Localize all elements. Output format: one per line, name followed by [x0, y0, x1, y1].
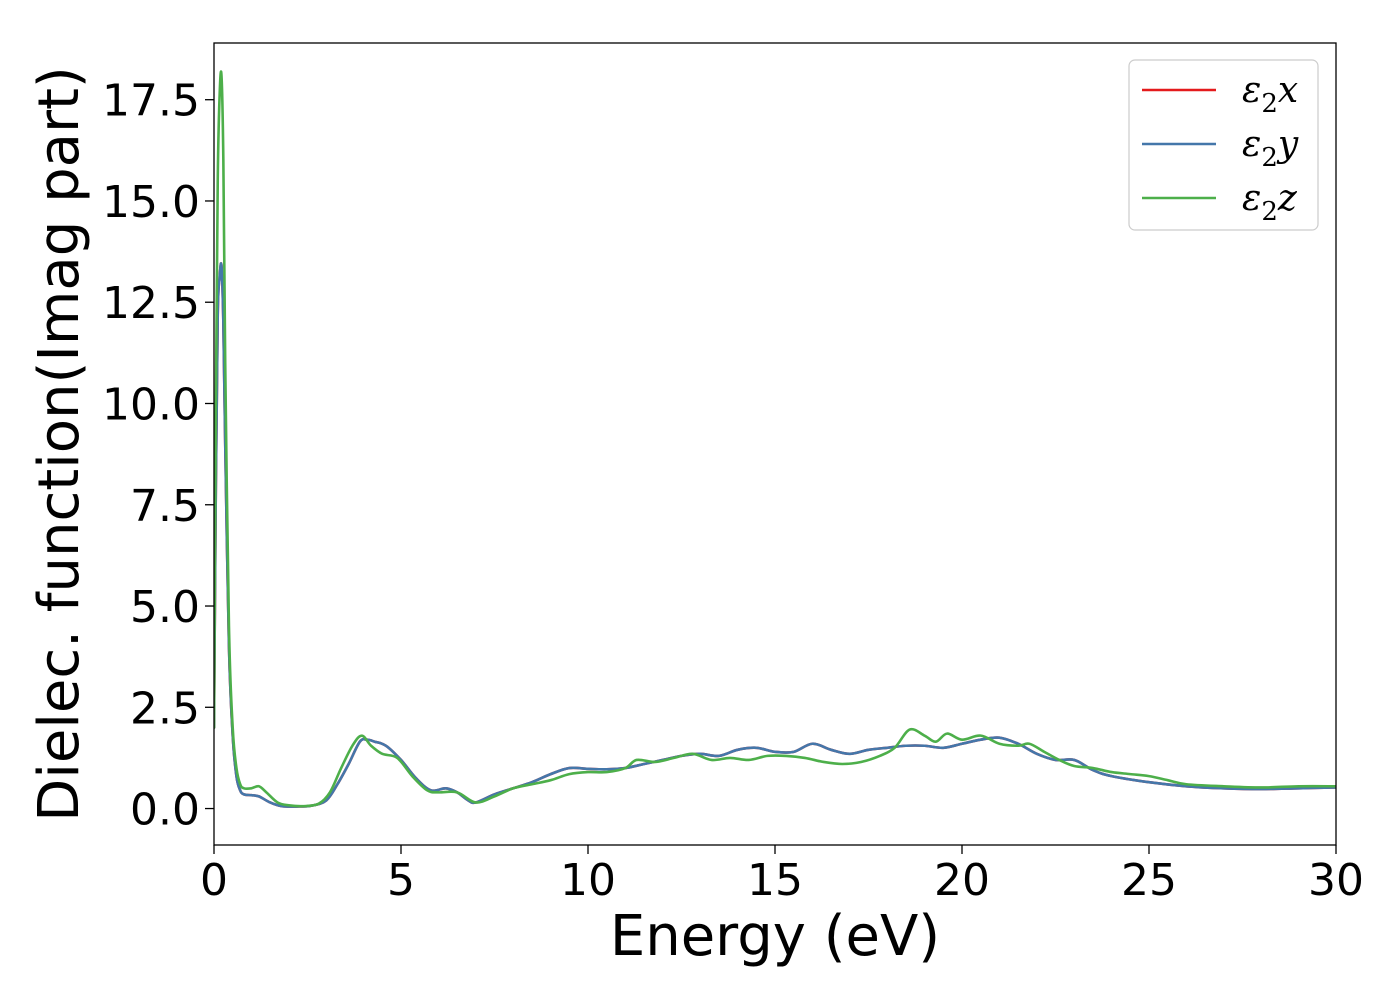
y-axis-title: Dielec. function(Imag part) [27, 66, 92, 822]
y-axis: 0.0 2.5 5.0 7.5 10.0 12.5 15.0 17.5 [102, 76, 214, 836]
legend: ε2x ε2y ε2z [1128, 59, 1319, 231]
y-tick-label: 2.5 [130, 683, 200, 734]
x-tick-label: 30 [1308, 855, 1364, 906]
x-tick-label: 25 [1121, 855, 1177, 906]
x-tick-label: 15 [747, 855, 803, 906]
legend-label: ε2z [1242, 178, 1298, 227]
x-tick-label: 10 [560, 855, 616, 906]
y-tick-label: 0.0 [130, 785, 200, 836]
x-tick-label: 0 [200, 855, 228, 906]
series-line-y [214, 262, 1336, 808]
x-tick-label: 20 [934, 855, 990, 906]
x-axis: 0 5 10 15 20 25 30 [200, 845, 1364, 906]
y-tick-label: 15.0 [102, 177, 200, 228]
series-layer [214, 70, 1336, 808]
legend-item-x: ε2x [1142, 70, 1298, 119]
legend-item-y: ε2y [1142, 124, 1299, 173]
legend-label: ε2x [1242, 70, 1298, 119]
series-line-z [214, 70, 1336, 808]
legend-box [1128, 59, 1319, 231]
x-axis-title: Energy (eV) [610, 904, 940, 969]
y-tick-label: 7.5 [130, 481, 200, 532]
y-tick-label: 5.0 [130, 582, 200, 633]
y-tick-label: 12.5 [102, 278, 200, 329]
legend-item-z: ε2z [1142, 178, 1298, 227]
legend-label: ε2y [1242, 124, 1299, 173]
y-tick-label: 17.5 [102, 76, 200, 127]
x-tick-label: 5 [387, 855, 415, 906]
y-tick-label: 10.0 [102, 379, 200, 430]
